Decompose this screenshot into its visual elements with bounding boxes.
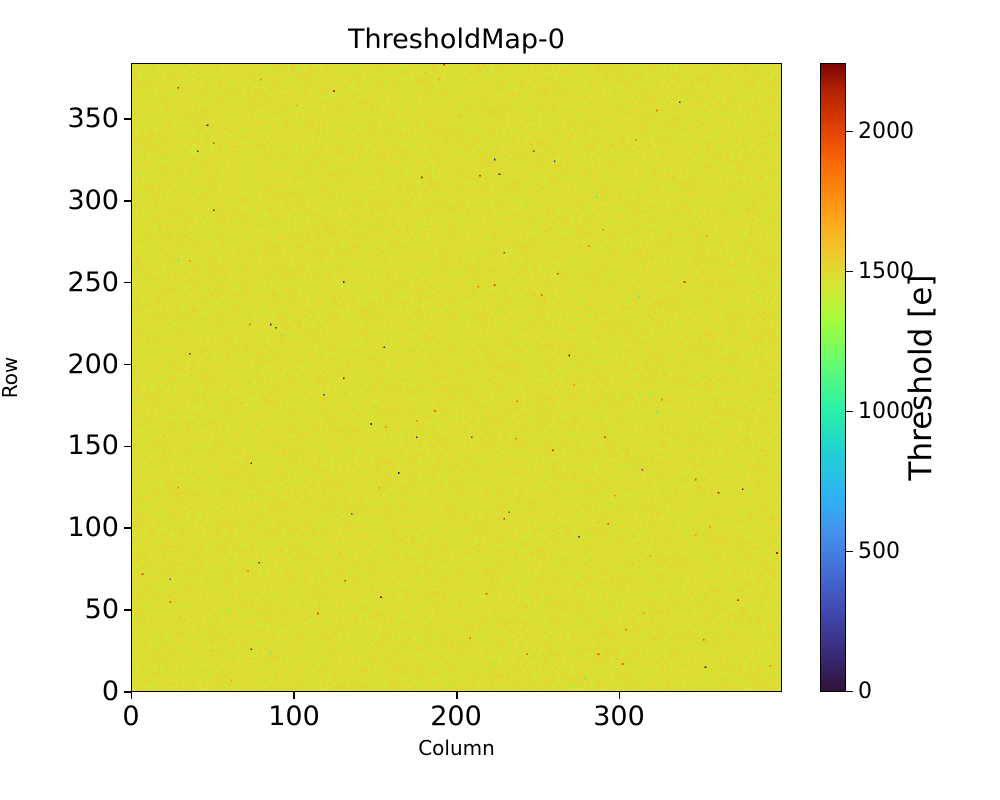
ytick-mark-150 <box>124 445 131 448</box>
cbtick-label-500: 500 <box>858 539 900 564</box>
xtick-label-100: 100 <box>268 701 320 732</box>
ytick-mark-50 <box>124 609 131 611</box>
cbtick-mark-0 <box>846 690 853 693</box>
ytick-mark-350 <box>124 118 131 120</box>
xtick-mark-200 <box>456 692 458 699</box>
ytick-label-200: 200 <box>67 349 119 380</box>
xtick-label-300: 300 <box>593 701 645 732</box>
ytick-mark-0 <box>124 691 131 693</box>
colorbar[interactable] <box>820 63 846 692</box>
xtick-mark-300 <box>618 692 621 699</box>
colorbar-gradient <box>821 64 845 691</box>
cbtick-label-0: 0 <box>858 679 872 704</box>
cbtick-label-1000: 1000 <box>858 399 914 424</box>
y-axis-label: Row <box>0 356 22 399</box>
page-title: ThresholdMap-0 <box>348 24 565 55</box>
ytick-label-350: 350 <box>67 103 119 134</box>
colorbar-label: Threshold [e] <box>903 274 939 481</box>
ytick-label-300: 300 <box>67 185 119 216</box>
xtick-mark-0 <box>130 692 133 699</box>
ytick-mark-100 <box>124 527 131 529</box>
ytick-label-100: 100 <box>67 512 119 543</box>
heatmap-image <box>132 64 781 691</box>
cbtick-mark-500 <box>846 550 853 553</box>
xtick-mark-100 <box>293 692 295 699</box>
ytick-mark-200 <box>124 363 131 366</box>
ytick-label-250: 250 <box>67 267 119 298</box>
ytick-label-0: 0 <box>101 676 119 707</box>
ytick-mark-250 <box>124 281 131 284</box>
cbtick-mark-1500 <box>846 270 853 272</box>
x-axis-label: Column <box>418 736 495 760</box>
cbtick-label-1500: 1500 <box>858 259 914 284</box>
cbtick-mark-2000 <box>846 130 853 132</box>
cbtick-label-2000: 2000 <box>858 119 914 144</box>
cbtick-mark-1000 <box>846 410 853 413</box>
heatmap-axes[interactable] <box>131 63 782 692</box>
xtick-label-200: 200 <box>430 701 482 732</box>
ytick-label-50: 50 <box>84 594 119 625</box>
ytick-label-150: 150 <box>67 430 119 461</box>
xtick-label-0: 0 <box>122 701 140 732</box>
ytick-mark-300 <box>124 200 131 202</box>
